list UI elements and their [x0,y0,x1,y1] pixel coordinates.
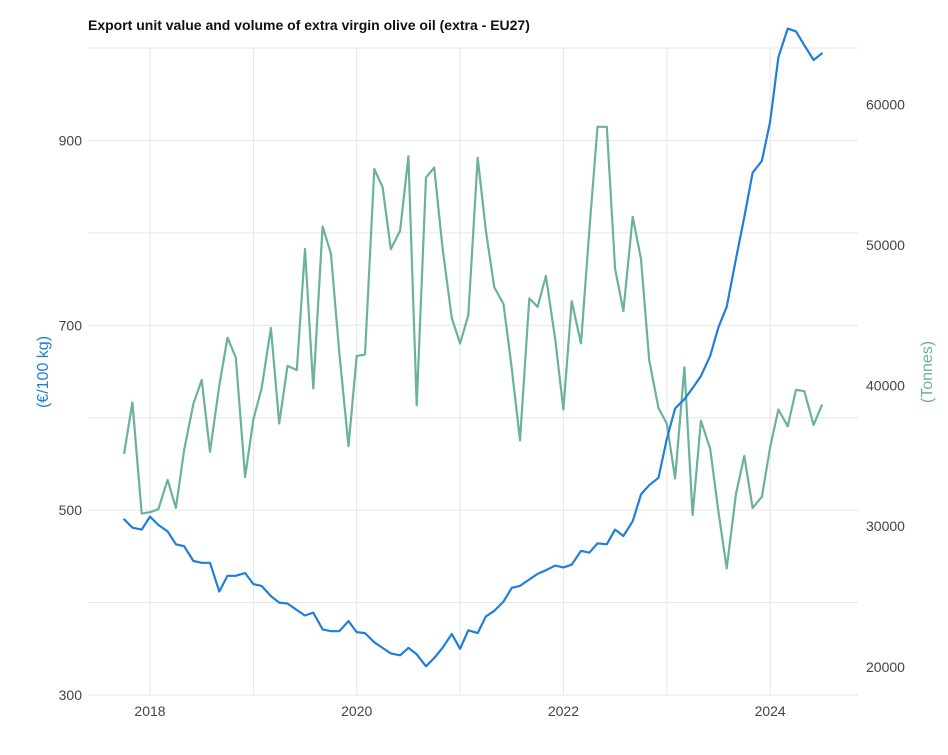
y-right-tick-label: 20000 [866,659,905,675]
y-left-tick-label: 700 [59,317,83,333]
x-tick-label: 2022 [548,703,579,719]
tick-labels: 2018 2020 2022 2024 300 500 700 900 20000 30000 40… [59,96,906,719]
y-right-tick-label: 40000 [866,378,905,394]
chart-title: Export unit value and volume of extra vi… [88,17,530,33]
series-lines [123,27,823,668]
y-right-tick-label: 30000 [866,518,905,534]
x-tick-label: 2018 [134,703,165,719]
y-left-tick-label: 300 [59,687,83,703]
x-tick-label: 2024 [755,703,786,719]
y-axis-left-title: (€/100 kg) [35,336,52,408]
series-line-volume [123,125,823,570]
y-right-tick-label: 50000 [866,237,905,253]
y-left-tick-label: 900 [59,132,83,148]
y-left-tick-label: 500 [59,502,83,518]
y-axis-right-title: (Tonnes) [919,341,936,403]
y-right-tick-label: 60000 [866,96,905,112]
gridlines [88,47,858,696]
series-line-unit-value [123,27,823,668]
x-tick-label: 2020 [341,703,372,719]
